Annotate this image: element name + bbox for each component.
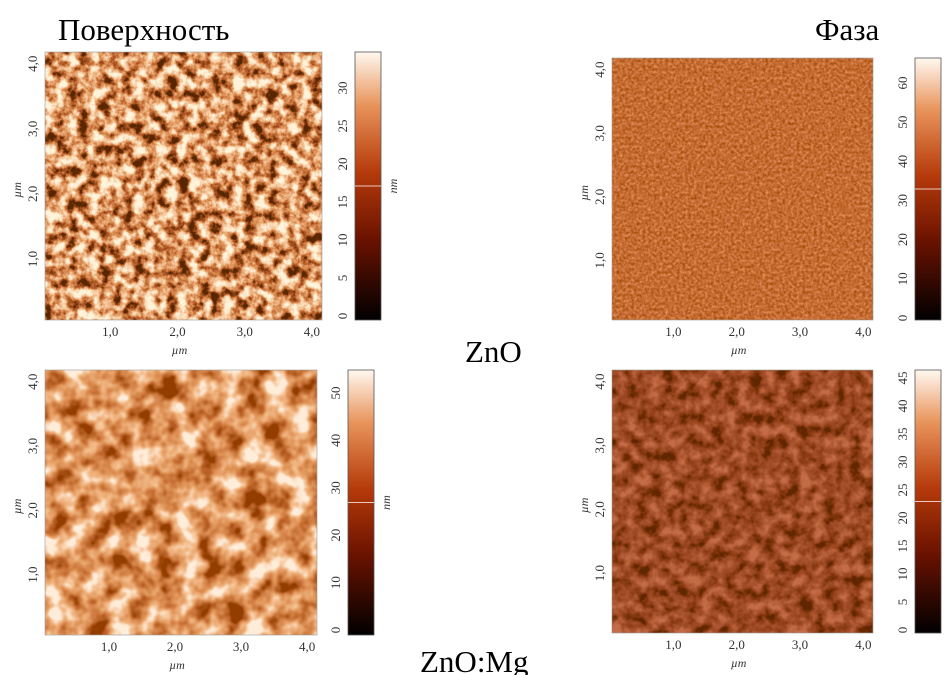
afm-image: [612, 370, 873, 633]
colorbar-tick-label: 20: [895, 512, 910, 525]
colorbar-tick-label: 10: [895, 272, 910, 285]
colorbar-tick-label: 5: [895, 599, 910, 606]
y-axis-label: µm: [577, 185, 591, 201]
x-tick-label: 3,0: [237, 324, 253, 339]
x-axis-label: µm: [731, 343, 747, 357]
y-axis-label: µm: [10, 182, 24, 198]
colorbar-tick-label: 50: [895, 116, 910, 129]
x-axis-label: µm: [169, 658, 185, 672]
y-tick-label: 1,0: [592, 252, 607, 268]
x-tick-label: 3,0: [792, 637, 808, 652]
colorbar-tick-label: 50: [328, 387, 343, 400]
afm-image: [45, 370, 317, 635]
x-tick-label: 4,0: [304, 324, 320, 339]
colorbar-tick-label: 25: [895, 484, 910, 497]
afm-image: [612, 58, 873, 320]
y-tick-label: 4,0: [592, 374, 607, 390]
colorbar-tick-label: 0: [895, 315, 910, 322]
afm-image: [45, 52, 322, 320]
y-tick-label: 2,0: [25, 186, 40, 202]
colorbar-tick-label: 15: [335, 196, 350, 209]
y-tick-label: 2,0: [592, 501, 607, 517]
colorbar-tick-label: 20: [895, 233, 910, 246]
image-frame: [44, 369, 318, 636]
x-tick-label: 4,0: [299, 639, 315, 654]
colorbar-tick-label: 40: [895, 155, 910, 168]
y-tick-label: 3,0: [592, 437, 607, 453]
y-axis-label: µm: [10, 498, 24, 514]
y-tick-label: 3,0: [25, 121, 40, 137]
x-tick-label: 1,0: [665, 324, 681, 339]
colorbar-tick-label: 60: [895, 77, 910, 90]
colorbar-tick-label: 10: [335, 234, 350, 247]
column-title: Фаза: [815, 12, 879, 47]
colorbar-tick-label: 0: [335, 313, 350, 320]
x-tick-label: 1,0: [101, 639, 117, 654]
y-tick-label: 1,0: [25, 567, 40, 583]
x-tick-label: 1,0: [102, 324, 118, 339]
x-tick-label: 2,0: [729, 324, 745, 339]
y-tick-label: 4,0: [592, 62, 607, 78]
colorbar-tick-label: 45: [895, 372, 910, 385]
colorbar-tick-label: 25: [335, 120, 350, 133]
x-axis-label: µm: [731, 656, 747, 670]
colorbar-tick-label: 15: [895, 540, 910, 553]
x-tick-label: 2,0: [729, 637, 745, 652]
x-tick-label: 3,0: [233, 639, 249, 654]
y-tick-label: 2,0: [25, 502, 40, 518]
colorbar-tick-label: 30: [335, 82, 350, 95]
colorbar-tick-label: 30: [895, 456, 910, 469]
colorbar-tick-label: 5: [335, 275, 350, 282]
y-tick-label: 3,0: [25, 438, 40, 454]
y-tick-label: 4,0: [25, 374, 40, 390]
row-label: ZnO:Mg: [420, 644, 529, 675]
y-tick-label: 1,0: [25, 251, 40, 267]
x-tick-label: 3,0: [792, 324, 808, 339]
colorbar-tick-label: 35: [895, 428, 910, 441]
y-tick-label: 3,0: [592, 125, 607, 141]
x-axis-label: µm: [172, 343, 188, 357]
colorbar-tick-label: 30: [895, 194, 910, 207]
image-frame: [611, 57, 874, 321]
y-tick-label: 1,0: [592, 565, 607, 581]
x-tick-label: 1,0: [665, 637, 681, 652]
image-frame: [44, 51, 323, 321]
y-axis-label: µm: [577, 497, 591, 513]
image-frame: [611, 369, 874, 634]
colorbar-tick-label: 10: [895, 568, 910, 581]
colorbar-tick-label: 10: [328, 576, 343, 589]
colorbar-tick-label: 0: [895, 627, 910, 634]
colorbar-tick-label: 20: [335, 158, 350, 171]
colorbar-tick-label: 40: [895, 400, 910, 413]
x-tick-label: 2,0: [169, 324, 185, 339]
colorbar-tick-label: 20: [328, 529, 343, 542]
y-tick-label: 2,0: [592, 189, 607, 205]
colorbar-tick-label: 30: [328, 481, 343, 494]
row-label: ZnO: [465, 334, 522, 369]
column-title: Поверхность: [58, 12, 229, 47]
y-tick-label: 4,0: [25, 56, 40, 72]
x-tick-label: 2,0: [167, 639, 183, 654]
colorbar-tick-label: 40: [328, 434, 343, 447]
x-tick-label: 4,0: [855, 324, 871, 339]
colorbar-unit: nm: [379, 495, 393, 510]
colorbar-tick-label: 0: [328, 627, 343, 634]
x-tick-label: 4,0: [855, 637, 871, 652]
colorbar-unit: nm: [386, 178, 400, 193]
